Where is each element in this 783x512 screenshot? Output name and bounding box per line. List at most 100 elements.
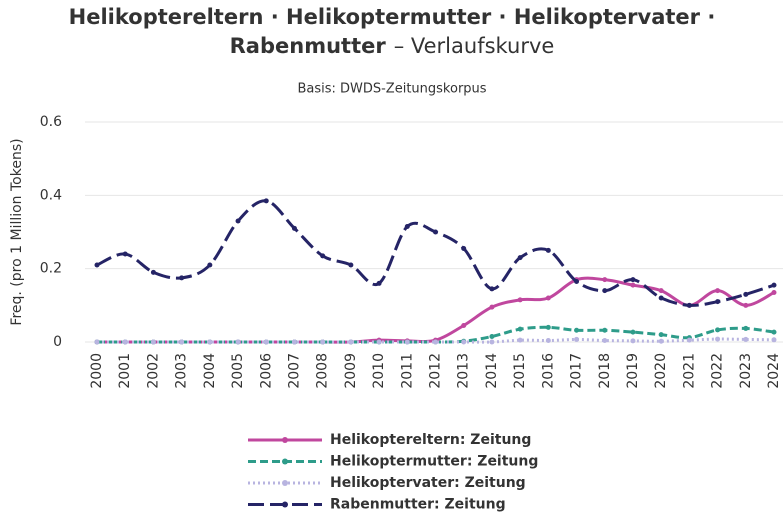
x-tick-label: 2023 xyxy=(738,353,754,389)
data-point xyxy=(545,247,551,253)
data-point xyxy=(207,262,213,268)
data-point xyxy=(517,337,523,343)
data-point xyxy=(94,262,100,268)
data-point xyxy=(179,275,185,281)
x-tick-label: 2024 xyxy=(766,353,782,389)
data-point xyxy=(715,288,721,294)
data-point xyxy=(686,337,692,343)
data-point xyxy=(376,339,382,345)
data-point xyxy=(771,329,777,335)
data-point xyxy=(630,338,636,344)
data-point xyxy=(630,282,636,288)
data-point xyxy=(545,338,551,344)
data-point xyxy=(658,338,664,344)
chart-title-bold: Rabenmutter xyxy=(230,34,387,58)
data-point xyxy=(291,225,297,231)
x-tick-label: 2015 xyxy=(512,353,528,389)
x-tick-label: 2004 xyxy=(202,353,218,389)
chart-title: Helikoptereltern · Helikoptermutter · He… xyxy=(69,5,716,29)
data-point xyxy=(602,288,608,294)
x-tick-label: 2000 xyxy=(89,353,105,389)
data-point xyxy=(433,339,438,345)
data-point xyxy=(602,277,608,283)
x-tick-label: 2021 xyxy=(681,353,697,389)
legend-marker xyxy=(282,437,288,443)
data-point xyxy=(743,291,749,297)
x-tick-label: 2010 xyxy=(371,353,387,389)
data-point xyxy=(743,302,749,308)
data-point xyxy=(150,269,156,275)
data-point xyxy=(263,198,269,204)
data-point xyxy=(404,339,410,345)
x-tick-label: 2019 xyxy=(625,353,641,389)
data-point xyxy=(686,302,692,308)
data-point xyxy=(771,282,777,288)
x-tick-label: 2002 xyxy=(145,353,161,389)
data-point xyxy=(517,297,523,303)
chart-subtitle: Basis: DWDS-Zeitungskorpus xyxy=(297,82,486,97)
data-point xyxy=(179,339,185,345)
data-point xyxy=(122,339,128,345)
data-point xyxy=(207,339,213,345)
legend-marker xyxy=(282,501,288,508)
x-tick-label: 2013 xyxy=(456,353,472,389)
data-point xyxy=(574,327,580,333)
legend-label: Helikoptermutter: Zeitung xyxy=(330,454,538,470)
data-point xyxy=(574,279,580,284)
data-point xyxy=(461,246,467,251)
x-tick-label: 2003 xyxy=(174,353,190,389)
x-tick-label: 2012 xyxy=(428,353,444,389)
chart-title-line2: Rabenmutter – Verlaufskurve xyxy=(230,34,555,58)
data-point xyxy=(263,339,269,345)
data-point xyxy=(489,286,495,292)
y-tick-label: 0.2 xyxy=(40,261,62,277)
data-point xyxy=(489,339,495,345)
x-tick-label: 2014 xyxy=(484,353,500,389)
data-point xyxy=(658,295,664,301)
x-tick-label: 2005 xyxy=(230,353,246,389)
data-point xyxy=(743,325,749,331)
x-tick-label: 2007 xyxy=(286,353,302,389)
data-point xyxy=(489,334,495,339)
data-point xyxy=(348,262,354,268)
x-tick-label: 2011 xyxy=(399,353,415,389)
y-axis-label: Freq. (pro 1 Million Tokens) xyxy=(9,138,25,325)
x-tick-label: 2006 xyxy=(258,353,274,389)
series-line xyxy=(96,276,775,344)
data-point xyxy=(771,337,777,343)
x-tick-label: 2020 xyxy=(653,353,669,389)
data-point xyxy=(658,288,664,294)
data-point xyxy=(461,323,467,328)
data-point xyxy=(715,327,721,333)
x-tick-label: 2018 xyxy=(597,353,613,389)
data-point xyxy=(630,329,636,335)
data-point xyxy=(715,299,721,305)
legend-label: Rabenmutter: Zeitung xyxy=(330,497,506,512)
data-point xyxy=(376,280,382,286)
data-point xyxy=(404,224,410,229)
data-point xyxy=(348,339,354,345)
x-tick-label: 2017 xyxy=(569,353,585,389)
x-tick-label: 2001 xyxy=(117,353,133,389)
data-point xyxy=(235,218,241,224)
data-point xyxy=(489,304,495,310)
x-tick-label: 2009 xyxy=(343,353,359,389)
data-point xyxy=(517,255,523,261)
data-point xyxy=(517,326,523,332)
legend-label: Helikoptervater: Zeitung xyxy=(330,475,526,491)
y-tick-label: 0 xyxy=(53,334,62,350)
data-point xyxy=(545,295,551,301)
data-point xyxy=(461,339,467,345)
y-tick-label: 0.6 xyxy=(40,114,62,130)
data-point xyxy=(574,336,580,342)
data-point xyxy=(630,277,636,283)
x-tick-label: 2008 xyxy=(315,353,331,389)
data-point xyxy=(320,253,326,259)
data-point xyxy=(433,229,438,235)
data-point xyxy=(602,338,608,344)
data-point xyxy=(545,324,551,330)
data-point xyxy=(122,251,128,257)
legend-marker xyxy=(282,458,288,465)
legend-marker xyxy=(282,480,288,486)
